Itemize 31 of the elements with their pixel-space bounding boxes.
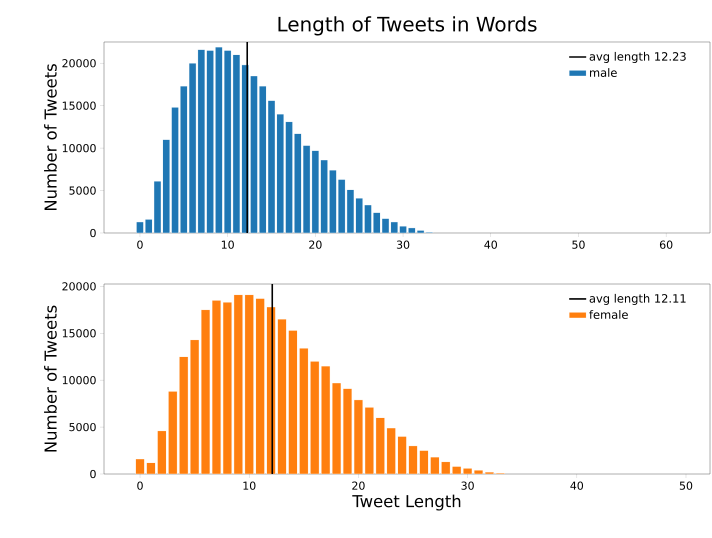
legend-label: female xyxy=(589,310,628,319)
x-tick-label: 20 xyxy=(352,482,365,490)
x-tick-label: 0 xyxy=(137,482,143,490)
chart-title: Length of Tweets in Words xyxy=(278,16,537,36)
y-tick-label: 20000 xyxy=(62,59,96,68)
x-tick-label: 60 xyxy=(660,240,672,249)
x-tick-label: 30 xyxy=(461,482,474,490)
y-tick-label: 0 xyxy=(90,228,96,238)
y-tick-label: 10000 xyxy=(62,144,96,152)
y-tick-label: 15000 xyxy=(62,329,96,338)
x-tick-label: 30 xyxy=(396,240,410,249)
x-tick-label: 50 xyxy=(680,482,692,490)
x-tick-label: 0 xyxy=(137,240,143,249)
y-tick-label: 20000 xyxy=(62,282,96,290)
y-tick-label: 15000 xyxy=(62,102,96,110)
x-tick-label: 20 xyxy=(309,240,322,249)
y-tick-label: 5000 xyxy=(69,186,96,195)
y-tick-label: 10000 xyxy=(62,376,96,384)
x-tick-label: 10 xyxy=(222,240,234,249)
legend-label: male xyxy=(590,68,617,77)
x-tick-label: 40 xyxy=(484,240,497,249)
ref-line-label: avg length 12.11 xyxy=(590,294,686,305)
x-tick-label: 10 xyxy=(243,482,256,490)
y-axis-title: Number of Tweets xyxy=(44,64,57,210)
y-tick-label: 5000 xyxy=(69,422,96,432)
ref-line-label: avg length 12.23 xyxy=(590,52,686,63)
x-axis-title: Tweet Length xyxy=(352,494,460,511)
y-axis-title: Number of Tweets xyxy=(44,306,57,452)
x-tick-label: 40 xyxy=(570,482,584,490)
y-tick-label: 0 xyxy=(90,470,96,478)
x-tick-label: 50 xyxy=(572,240,585,249)
